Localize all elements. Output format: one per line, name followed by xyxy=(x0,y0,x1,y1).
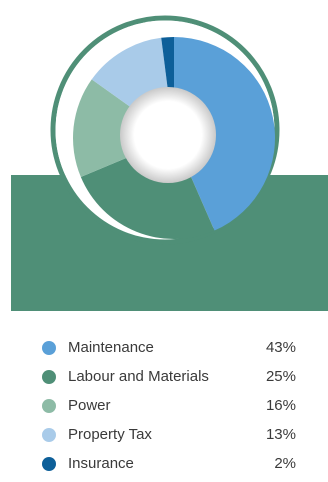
outer-ring xyxy=(50,15,280,245)
legend-label: Maintenance xyxy=(68,339,154,356)
legend-swatch xyxy=(42,341,56,355)
legend-swatch xyxy=(42,399,56,413)
donut-slice-maintenance xyxy=(174,37,276,231)
legend-item: Property Tax 13% xyxy=(42,424,296,453)
legend-value: 13% xyxy=(265,426,296,443)
legend-item: Power 16% xyxy=(42,395,296,424)
legend-value: 25% xyxy=(265,368,296,385)
legend-value: 43% xyxy=(265,339,296,356)
legend-value: 16% xyxy=(265,397,296,414)
legend-label: Power xyxy=(68,397,111,414)
legend-swatch xyxy=(42,428,56,442)
donut-hole xyxy=(120,87,216,183)
legend-value: 2% xyxy=(274,455,296,472)
legend-label: Property Tax xyxy=(68,426,152,443)
legend-item: Maintenance 43% xyxy=(42,337,296,366)
legend-swatch xyxy=(42,370,56,384)
donut-chart xyxy=(50,15,280,245)
legend: Maintenance 43% Labour and Materials 25%… xyxy=(42,337,296,482)
legend-label: Labour and Materials xyxy=(68,368,209,385)
legend-item: Insurance 2% xyxy=(42,453,296,482)
legend-item: Labour and Materials 25% xyxy=(42,366,296,395)
donut-chart-area xyxy=(11,15,328,311)
legend-label: Insurance xyxy=(68,455,134,472)
legend-swatch xyxy=(42,457,56,471)
